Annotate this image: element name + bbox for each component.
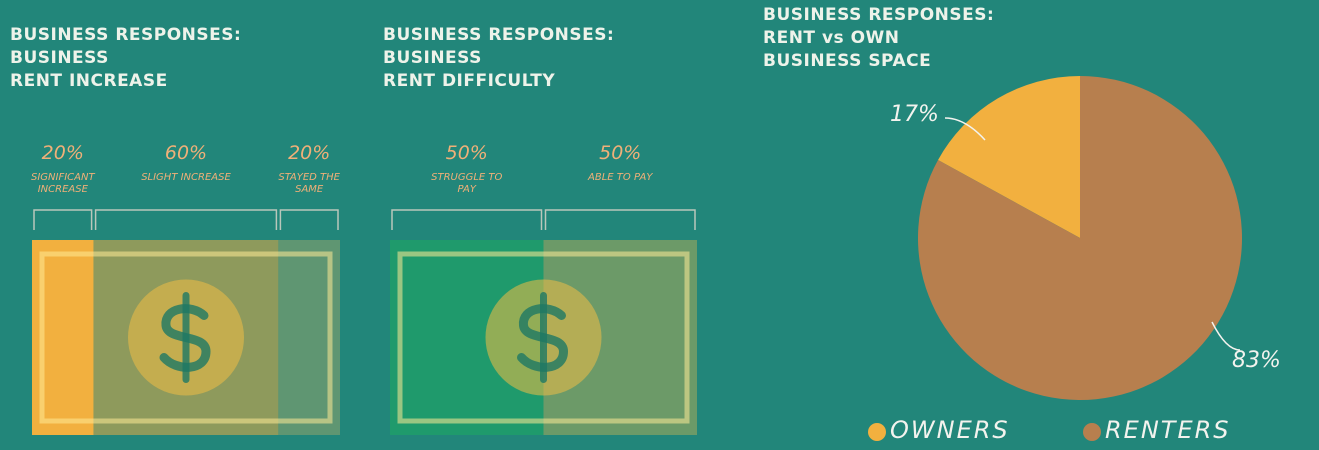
pie-slice [918,76,1242,400]
value-label: 20% [41,142,84,164]
bracket [33,209,93,230]
bill-border [39,251,333,424]
value-label: 83% [1232,348,1281,373]
legend-swatch [1083,423,1101,441]
chart-title: BUSINESS SPACE [763,51,932,71]
chart-title: BUSINESS RESPONSES: [10,25,242,45]
legend-label: RENTERS [1105,416,1231,444]
bracket [94,209,278,230]
pie-slice [938,76,1080,238]
bracket [391,209,543,230]
chart-title: BUSINESS [383,48,482,68]
chart-title: BUSINESS RESPONSES: [763,5,995,25]
legend-label: OWNERS [890,416,1010,444]
bracket [544,209,696,230]
category-label: SLIGHT INCREASE [141,172,231,183]
leader-line [1211,321,1241,351]
value-label: 17% [890,102,939,127]
category-label: STAYED THE SAME [278,172,340,195]
value-label: 50% [599,142,642,164]
legend-swatch [868,423,886,441]
chart-title: RENT INCREASE [10,71,168,91]
chart-title: RENT DIFFICULTY [383,71,556,91]
bracket [279,209,339,230]
value-label: 60% [164,142,208,164]
category-label: STRUGGLE TO PAY [431,172,503,195]
value-label: 20% [288,142,331,164]
value-label: 50% [445,142,488,164]
chart-title: RENT vs OWN [763,28,900,48]
leader-line [944,117,986,141]
bill-border [397,251,690,424]
category-label: ABLE TO PAY [588,172,653,183]
category-label: SIGNIFICANT INCREASE [31,172,95,195]
chart-title: BUSINESS RESPONSES: [383,25,615,45]
chart-title: BUSINESS [10,48,109,68]
